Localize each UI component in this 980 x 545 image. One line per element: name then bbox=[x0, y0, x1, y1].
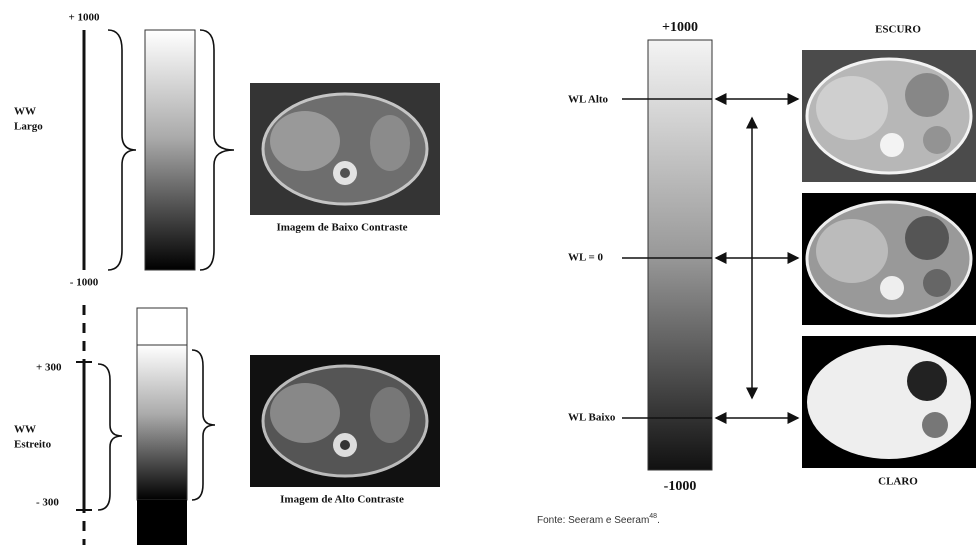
label: Largo bbox=[14, 121, 43, 133]
level-label: WL Alto bbox=[568, 94, 609, 106]
source-end: . bbox=[657, 515, 660, 526]
reference: 48 bbox=[649, 513, 657, 520]
label: WW bbox=[14, 106, 36, 118]
ct-image bbox=[250, 355, 440, 487]
label: + 1000 bbox=[68, 12, 100, 24]
brace bbox=[98, 364, 122, 510]
ct-image bbox=[802, 50, 976, 182]
ct-image bbox=[802, 336, 976, 468]
level-label: WL Baixo bbox=[568, 412, 616, 424]
brace bbox=[200, 30, 234, 270]
gray-bar bbox=[137, 345, 187, 500]
label: CLARO bbox=[878, 476, 918, 488]
ct-image bbox=[250, 83, 440, 215]
label: +1000 bbox=[662, 20, 698, 35]
label: WW bbox=[14, 424, 36, 436]
label: -1000 bbox=[664, 479, 697, 494]
source: Fonte: Seeram e Seeram48. bbox=[537, 513, 660, 526]
label: - 1000 bbox=[70, 277, 99, 289]
black-block bbox=[137, 500, 187, 545]
brace bbox=[108, 30, 136, 270]
label: - 300 bbox=[36, 497, 59, 509]
gray-bar bbox=[648, 40, 712, 470]
ct-image bbox=[802, 193, 976, 325]
label: Estreito bbox=[14, 439, 52, 451]
gray-bar bbox=[145, 30, 195, 270]
caption: Imagem de Baixo Contraste bbox=[276, 222, 407, 234]
white-block bbox=[137, 308, 187, 345]
label: ESCURO bbox=[875, 24, 921, 36]
source-text: Fonte: Seeram e Seeram bbox=[537, 515, 649, 526]
brace bbox=[192, 350, 215, 500]
level-label: WL = 0 bbox=[568, 252, 603, 264]
figure: + 1000 - 1000 WW Largo Imagem de Baixo C… bbox=[0, 0, 980, 545]
label: + 300 bbox=[36, 362, 62, 374]
caption: Imagem de Alto Contraste bbox=[280, 494, 404, 506]
